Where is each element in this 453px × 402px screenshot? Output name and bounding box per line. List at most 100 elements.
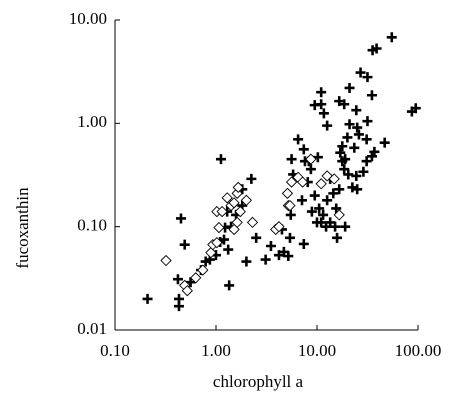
data-point xyxy=(335,147,346,158)
data-point xyxy=(340,221,351,232)
data-point xyxy=(305,153,317,165)
data-point xyxy=(337,141,348,152)
data-point xyxy=(296,176,309,188)
data-point xyxy=(265,240,276,251)
y-axis-label: fucoxanthin xyxy=(13,187,32,269)
data-point xyxy=(344,82,355,93)
data-point xyxy=(234,205,246,218)
data-point xyxy=(181,285,193,297)
data-point xyxy=(246,216,259,229)
data-point xyxy=(340,154,351,165)
data-point xyxy=(284,232,295,243)
y-tick-label: 1.00 xyxy=(77,112,107,131)
data-point xyxy=(358,166,369,177)
data-point xyxy=(328,188,339,199)
data-point xyxy=(353,129,364,140)
data-point xyxy=(173,301,184,312)
data-point xyxy=(273,221,285,233)
x-tick-label: 10.00 xyxy=(298,341,336,360)
data-point xyxy=(160,254,172,267)
data-point xyxy=(322,195,333,206)
data-point xyxy=(305,164,316,175)
data-point xyxy=(293,134,304,145)
data-point xyxy=(339,164,350,175)
data-point xyxy=(175,213,186,224)
x-tick-label: 1.00 xyxy=(201,341,231,360)
data-point xyxy=(344,119,355,130)
data-point xyxy=(322,120,333,131)
data-point xyxy=(185,277,196,288)
data-point xyxy=(352,122,363,133)
data-point xyxy=(223,244,234,255)
data-point xyxy=(281,187,294,200)
data-point xyxy=(362,72,373,83)
data-point xyxy=(318,108,329,119)
data-point xyxy=(410,103,421,114)
data-point xyxy=(309,100,320,111)
data-point xyxy=(298,238,309,249)
data-point xyxy=(328,173,340,185)
data-point xyxy=(371,43,382,54)
data-point xyxy=(379,137,390,148)
data-point xyxy=(361,156,372,167)
data-point xyxy=(215,154,226,165)
data-point xyxy=(333,209,345,221)
data-point xyxy=(228,197,240,209)
data-point xyxy=(315,178,327,190)
data-point xyxy=(283,251,294,262)
data-point xyxy=(221,192,233,204)
data-point xyxy=(298,144,309,155)
y-tick-label: 0.10 xyxy=(77,216,107,235)
data-point xyxy=(314,203,325,214)
data-point xyxy=(332,232,343,243)
data-point xyxy=(342,132,353,143)
data-point xyxy=(351,105,362,116)
data-point xyxy=(361,134,372,145)
data-point xyxy=(339,99,350,110)
data-point xyxy=(366,90,377,101)
data-point xyxy=(232,181,244,194)
x-tick-label: 100.00 xyxy=(395,341,442,360)
data-point xyxy=(285,209,296,220)
data-point xyxy=(369,146,380,157)
data-point xyxy=(285,176,298,188)
data-point xyxy=(240,194,253,206)
y-tick-label: 10.00 xyxy=(69,9,107,28)
data-point xyxy=(334,184,345,195)
data-point xyxy=(216,205,228,218)
data-point xyxy=(318,209,329,220)
data-point xyxy=(352,184,363,195)
data-point xyxy=(213,221,225,234)
data-point xyxy=(260,254,271,265)
data-point xyxy=(347,182,358,193)
data-point xyxy=(386,32,397,43)
data-point xyxy=(190,272,202,284)
data-point xyxy=(362,116,373,127)
data-point xyxy=(355,67,366,78)
data-point xyxy=(284,199,296,212)
data-point xyxy=(241,256,252,267)
x-tick-label: 0.10 xyxy=(100,341,130,360)
data-point xyxy=(351,170,362,181)
data-point xyxy=(251,232,262,243)
data-point xyxy=(296,195,307,206)
data-point xyxy=(197,264,209,276)
data-point xyxy=(224,280,235,291)
data-point xyxy=(218,234,229,245)
data-point xyxy=(205,247,217,259)
data-point xyxy=(228,223,240,236)
data-point xyxy=(142,293,153,304)
data-point xyxy=(172,274,183,285)
data-point xyxy=(316,87,327,98)
y-tick-label: 0.01 xyxy=(77,319,107,338)
data-point xyxy=(349,142,360,153)
data-point xyxy=(246,173,257,184)
data-point xyxy=(179,239,190,250)
data-point xyxy=(211,237,223,249)
data-point xyxy=(330,221,341,232)
data-point xyxy=(343,169,354,180)
data-point xyxy=(331,203,342,214)
data-point xyxy=(306,206,317,217)
x-axis-label: chlorophyll a xyxy=(213,372,304,391)
